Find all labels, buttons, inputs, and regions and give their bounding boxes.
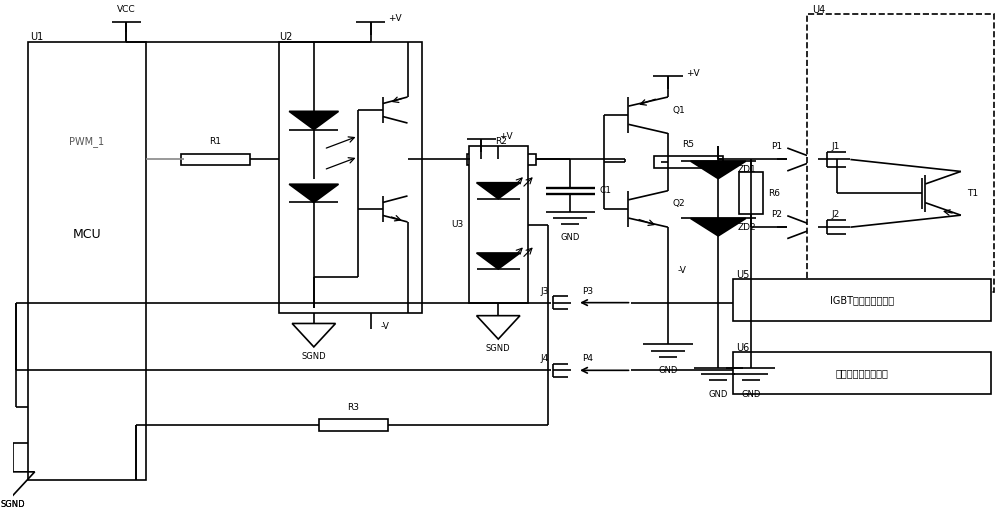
Bar xyxy=(279,42,422,313)
Text: U4: U4 xyxy=(812,5,825,15)
Text: J3: J3 xyxy=(540,287,549,295)
Text: GND: GND xyxy=(561,233,580,242)
Bar xyxy=(807,14,994,292)
Text: MCU: MCU xyxy=(73,229,101,242)
Text: P2: P2 xyxy=(771,210,782,219)
Polygon shape xyxy=(289,111,338,129)
Bar xyxy=(733,352,991,394)
Text: VCC: VCC xyxy=(117,5,136,14)
Bar xyxy=(469,147,528,303)
Bar xyxy=(733,279,991,321)
Text: U1: U1 xyxy=(30,32,43,42)
Bar xyxy=(319,419,388,431)
Text: U3: U3 xyxy=(451,220,464,229)
Text: SGND: SGND xyxy=(1,501,25,509)
Text: Q1: Q1 xyxy=(673,105,686,114)
Text: R3: R3 xyxy=(347,403,359,412)
Text: Q2: Q2 xyxy=(673,199,685,208)
Text: U5: U5 xyxy=(736,270,749,280)
Text: PWM_1: PWM_1 xyxy=(69,136,105,147)
Text: SGND: SGND xyxy=(1,501,25,509)
Text: ZD1: ZD1 xyxy=(738,165,757,174)
Text: +V: +V xyxy=(388,15,402,23)
Polygon shape xyxy=(691,161,746,179)
Text: +V: +V xyxy=(499,132,513,140)
Text: J4: J4 xyxy=(540,354,549,363)
Bar xyxy=(739,172,763,214)
Text: R2: R2 xyxy=(495,137,507,147)
Bar xyxy=(28,42,146,480)
Text: GND: GND xyxy=(658,366,678,375)
Polygon shape xyxy=(477,253,520,269)
Bar xyxy=(654,157,723,168)
Text: +V: +V xyxy=(686,69,699,78)
Text: J1: J1 xyxy=(832,142,840,151)
Text: -V: -V xyxy=(380,322,389,330)
Text: J2: J2 xyxy=(832,210,840,219)
Text: IGBT模块温度传感器: IGBT模块温度传感器 xyxy=(830,295,894,305)
Text: SGND: SGND xyxy=(302,352,326,361)
Bar xyxy=(181,154,250,165)
Polygon shape xyxy=(691,218,746,236)
Bar xyxy=(467,154,536,165)
Text: C1: C1 xyxy=(600,186,612,195)
Text: U6: U6 xyxy=(736,343,749,353)
Text: U2: U2 xyxy=(279,32,293,42)
Text: 母线电压纹波传感器: 母线电压纹波传感器 xyxy=(836,368,889,378)
Text: T1: T1 xyxy=(967,189,978,198)
Text: SGND: SGND xyxy=(486,345,511,353)
Text: ZD2: ZD2 xyxy=(738,223,757,232)
Text: P1: P1 xyxy=(771,142,782,151)
Text: R6: R6 xyxy=(769,189,781,198)
Text: R5: R5 xyxy=(683,140,695,149)
Text: -V: -V xyxy=(678,266,687,275)
Text: P4: P4 xyxy=(582,354,593,363)
Text: R1: R1 xyxy=(209,137,221,147)
Text: GND: GND xyxy=(741,389,760,399)
Text: GND: GND xyxy=(709,389,728,399)
Text: P3: P3 xyxy=(582,287,593,295)
Polygon shape xyxy=(477,183,520,199)
Polygon shape xyxy=(289,184,338,203)
